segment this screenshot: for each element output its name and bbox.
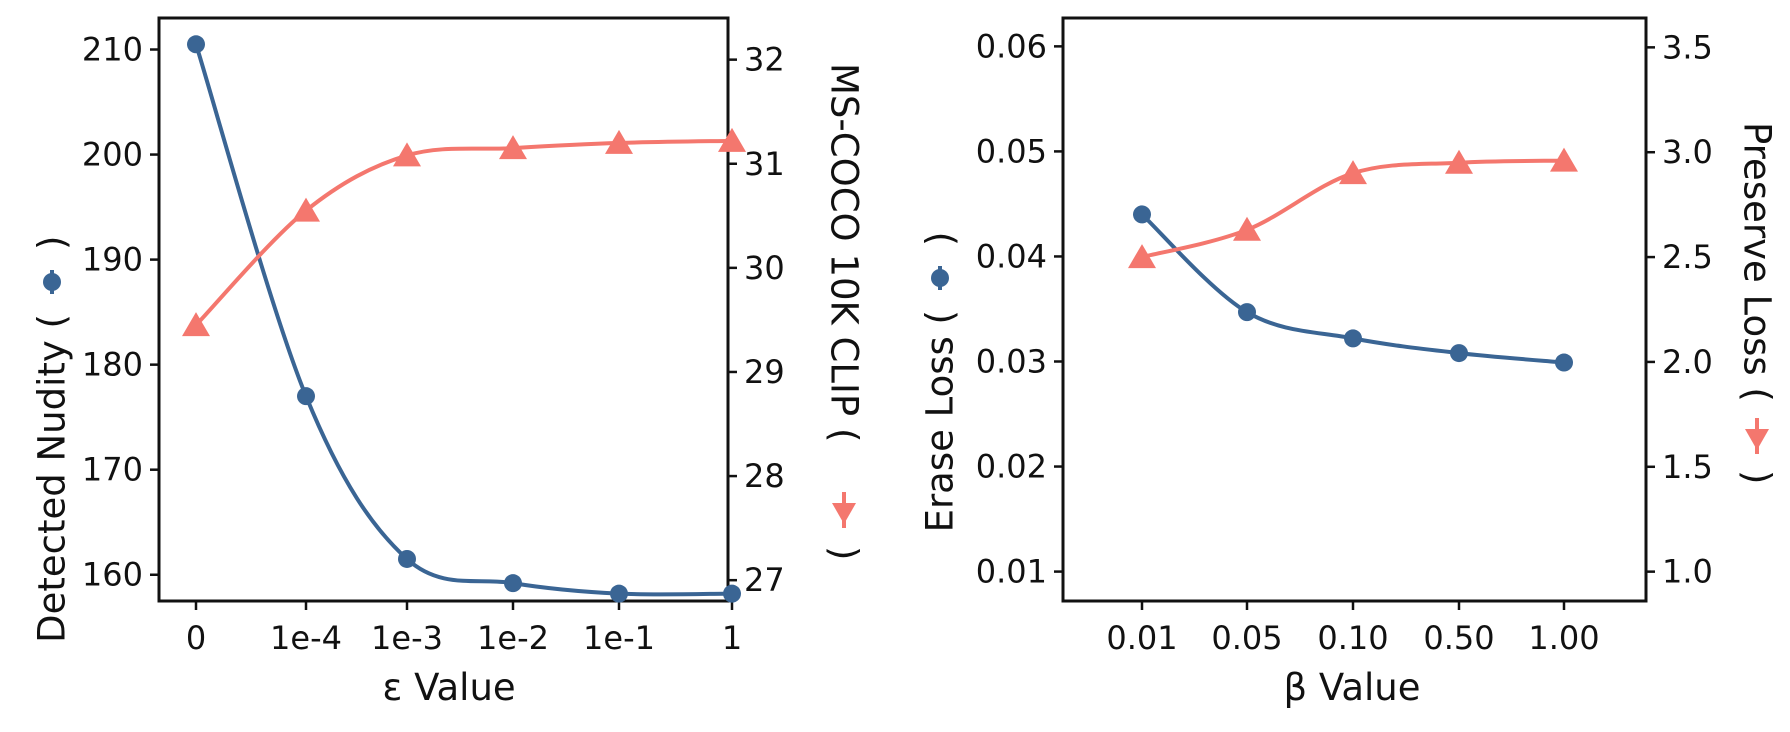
data-point-triangle — [499, 135, 527, 160]
data-point-circle — [398, 549, 416, 568]
data-point-triangle — [605, 129, 633, 154]
left-tick-label: 0.06 — [976, 27, 1047, 65]
x-tick-label: 1 — [722, 619, 742, 657]
right-tick-label: 2.5 — [1662, 238, 1713, 276]
data-point-circle — [504, 574, 522, 593]
left-tick-label: 180 — [82, 346, 143, 384]
x-tick-label: 1e-3 — [371, 619, 443, 657]
right-tick-label: 3.5 — [1662, 28, 1713, 66]
data-point-circle — [297, 387, 315, 406]
right-tick-label: 2.0 — [1662, 343, 1713, 381]
loss-vs-beta-chart: 0.01 0.05 0.10 0.50 1.00 0.010.020.030.040.0… — [919, 16, 1779, 709]
x-axis-ticks: 0.01 0.05 0.10 0.50 1.00 — [1106, 601, 1600, 657]
left-tick-label: 200 — [82, 136, 143, 174]
left-axis-label-text: Erase Loss ( — [919, 310, 962, 532]
data-point-circle — [610, 584, 628, 603]
right-axis-legend-marker — [1745, 418, 1769, 454]
right-axis-label-text: Preserve Loss ( — [1736, 122, 1779, 402]
left-axis-legend-marker — [43, 270, 61, 294]
x-tick-label: 1e-4 — [270, 619, 342, 657]
left-axis-label: Erase Loss ( ) — [919, 232, 962, 533]
right-axis-ticks: 1.0 1.5 2.0 2.5 3.0 3.5 — [1646, 28, 1713, 591]
x-tick-label: 0.01 — [1106, 619, 1177, 657]
right-tick-label: 31 — [744, 145, 785, 183]
data-point-circle — [1238, 303, 1256, 322]
left-tick-label: 190 — [82, 241, 143, 279]
right-axis-label: Preserve Loss ( ) — [1736, 122, 1779, 484]
data-point-triangle — [718, 127, 746, 152]
series-markers — [1128, 147, 1578, 372]
data-point-circle — [187, 35, 205, 54]
left-tick-label: 0.05 — [976, 132, 1047, 170]
left-tick-label: 0.04 — [976, 237, 1047, 275]
x-tick-label: 1e-2 — [477, 619, 549, 657]
data-point-triangle — [1550, 147, 1578, 172]
data-point-circle — [1555, 353, 1573, 372]
data-point-circle — [723, 584, 741, 603]
x-tick-label: 0.10 — [1317, 619, 1388, 657]
left-axis-ticks: 0.01 0.02 0.03 0.04 0.05 0.06 — [976, 27, 1063, 591]
data-point-triangle — [1233, 216, 1261, 241]
data-point-circle — [1450, 344, 1468, 363]
x-tick-label: 0 — [186, 619, 206, 657]
right-series-line — [194, 138, 733, 327]
right-axis-ticks: 27 28 29 30 31 32 — [728, 41, 785, 599]
x-tick-label: 0.50 — [1423, 619, 1494, 657]
right-axis-label-text: MS-COCO 10K CLIP ( — [823, 63, 866, 442]
data-point-triangle — [393, 142, 421, 167]
nudity-vs-epsilon-chart: 0 1e-4 1e-3 1e-2 1e-1 1 160 170 180 190 200 210 27… — [31, 16, 866, 709]
left-axis-label-close: ) — [31, 236, 74, 250]
data-point-triangle — [1445, 149, 1473, 174]
right-axis-legend-marker — [832, 492, 856, 528]
x-tick-label: 1.00 — [1528, 619, 1599, 657]
left-axis-label-close: ) — [919, 232, 962, 246]
plot-frame — [1061, 16, 1648, 603]
left-axis-legend-marker — [931, 266, 949, 290]
left-axis-label-text: Detected Nudity ( — [31, 314, 74, 643]
data-point-circle — [1344, 329, 1362, 348]
left-tick-label: 0.03 — [976, 342, 1047, 380]
right-axis-label-close: ) — [823, 546, 866, 560]
left-tick-label: 0.01 — [976, 553, 1047, 591]
x-axis-label: β Value — [1284, 666, 1421, 709]
right-axis-label-close: ) — [1736, 470, 1779, 484]
x-axis-ticks: 0 1e-4 1e-3 1e-2 1e-1 1 — [186, 601, 742, 657]
series-lines — [194, 43, 733, 597]
x-tick-label: 1e-1 — [583, 619, 655, 657]
right-tick-label: 27 — [744, 561, 785, 599]
data-point-triangle — [1339, 160, 1367, 185]
left-tick-label: 210 — [82, 31, 143, 69]
right-tick-label: 30 — [744, 249, 785, 287]
right-tick-label: 1.5 — [1662, 448, 1713, 486]
data-point-triangle — [1128, 244, 1156, 269]
right-tick-label: 29 — [744, 353, 785, 391]
series-markers — [182, 35, 746, 603]
left-axis-ticks: 160 170 180 190 200 210 — [82, 31, 159, 594]
x-axis-label: ε Value — [382, 666, 515, 709]
left-tick-label: 160 — [82, 556, 143, 594]
right-tick-label: 28 — [744, 457, 785, 495]
data-point-circle — [1133, 205, 1151, 224]
right-axis-label: MS-COCO 10K CLIP ( ) — [823, 63, 866, 560]
right-tick-label: 3.0 — [1662, 133, 1713, 171]
left-series-line — [194, 43, 733, 597]
right-tick-label: 1.0 — [1662, 553, 1713, 591]
right-tick-label: 32 — [744, 41, 785, 79]
left-tick-label: 0.02 — [976, 448, 1047, 486]
left-axis-label: Detected Nudity ( ) — [31, 236, 74, 643]
left-tick-label: 170 — [82, 451, 143, 489]
data-point-triangle — [182, 312, 210, 337]
data-point-triangle — [292, 197, 320, 222]
x-tick-label: 0.05 — [1211, 619, 1282, 657]
plot-frame — [157, 16, 730, 603]
